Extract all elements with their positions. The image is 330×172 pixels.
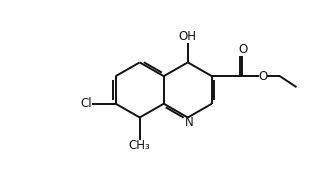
Text: OH: OH: [179, 30, 197, 43]
Text: CH₃: CH₃: [129, 139, 150, 152]
Text: O: O: [258, 70, 268, 83]
Text: Cl: Cl: [80, 97, 92, 110]
Text: N: N: [184, 116, 193, 129]
Text: O: O: [238, 43, 247, 56]
